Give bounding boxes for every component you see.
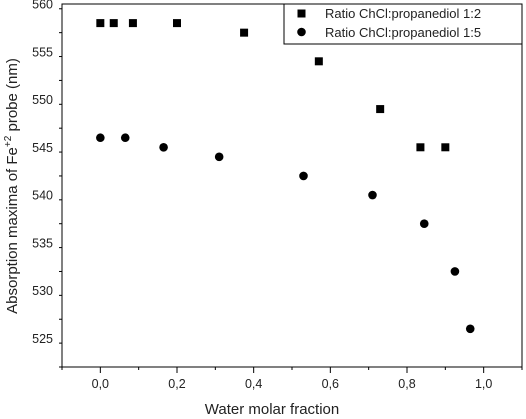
y-axis-title-superscript: +2 <box>3 135 14 147</box>
data-point-series-2 <box>299 171 308 181</box>
data-point-series-1 <box>240 28 249 37</box>
x-tick-label: 0,4 <box>245 377 262 391</box>
data-point-series-1 <box>128 19 137 28</box>
y-tick-label: 540 <box>32 189 53 203</box>
x-tick-label: 0,6 <box>322 377 339 391</box>
data-point-series-2 <box>368 190 377 200</box>
x-axis-title: Water molar fraction <box>205 401 339 418</box>
data-point-series-2 <box>450 267 460 276</box>
data-point-series-1 <box>416 143 425 152</box>
data-point-series-1 <box>109 19 118 28</box>
data-point-series-2 <box>120 133 130 143</box>
legend-label-series-2: Ratio ChCl:propanediol 1:5 <box>325 25 481 40</box>
y-tick-label: 555 <box>32 45 53 59</box>
y-tick-label: 550 <box>32 93 53 107</box>
data-point-series-1 <box>376 105 385 114</box>
y-tick-label: 560 <box>32 0 53 12</box>
data-point-series-2 <box>419 219 429 229</box>
y-axis-title-prefix: Absorption maxima of Fe <box>4 147 21 314</box>
data-point-series-1 <box>441 143 450 152</box>
y-tick-label: 535 <box>32 236 53 250</box>
data-point-series-2 <box>465 324 475 334</box>
legend-box <box>283 3 523 45</box>
data-point-series-1 <box>314 57 323 66</box>
legend: Ratio ChCl:propanediol 1:2 Ratio ChCl:pr… <box>283 3 523 45</box>
y-axis-title: Absorption maxima of Fe+2 probe (nm) <box>3 58 21 314</box>
x-axis: 0,0 0,2 0,4 0,6 0,8 1,0 <box>61 367 523 391</box>
y-tick-label: 525 <box>32 332 53 346</box>
data-point-series-2 <box>159 142 168 152</box>
data-point-series-1 <box>173 19 181 28</box>
y-axis-title-suffix: probe (nm) <box>4 58 21 136</box>
x-tick-label: 1,0 <box>475 377 492 391</box>
y-axis: 525 530 535 540 545 550 555 560 <box>32 0 62 368</box>
y-tick-label: 545 <box>32 141 53 155</box>
legend-label-series-1: Ratio ChCl:propanediol 1:2 <box>325 6 481 21</box>
x-tick-label: 0,8 <box>398 377 415 391</box>
data-markers <box>96 19 475 334</box>
data-point-series-2 <box>214 152 224 162</box>
legend-marker-circle <box>297 27 306 37</box>
y-tick-label: 530 <box>32 284 53 298</box>
data-point-series-2 <box>96 133 105 143</box>
x-tick-label: 0,0 <box>92 377 109 391</box>
legend-marker-square <box>297 9 306 18</box>
plot-frame <box>61 3 523 368</box>
x-tick-label: 0,2 <box>168 377 185 391</box>
data-point-series-1 <box>96 19 105 28</box>
